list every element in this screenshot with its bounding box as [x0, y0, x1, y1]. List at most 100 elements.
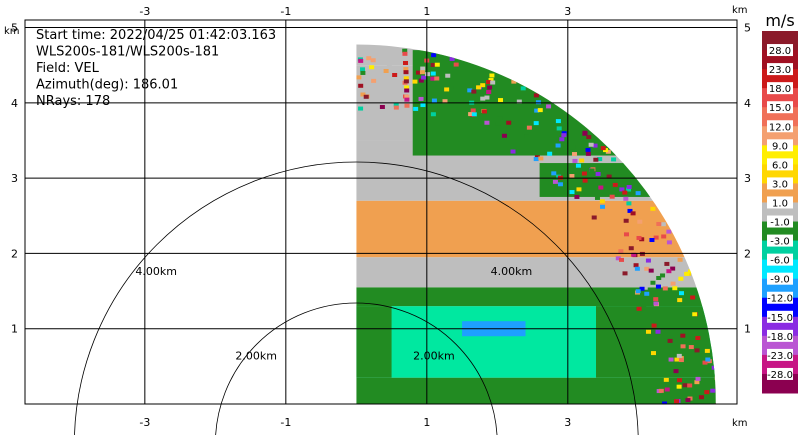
edge-cell — [582, 178, 588, 183]
edge-cell — [484, 120, 490, 125]
y-tick-label-left: 2 — [11, 247, 18, 260]
edge-cell — [676, 353, 682, 358]
colorbar-label: -1.0 — [770, 218, 790, 229]
edge-cell — [674, 399, 680, 404]
y-tick-label-left: 1 — [11, 323, 18, 336]
edge-cell — [404, 103, 410, 108]
edge-cell — [635, 191, 641, 196]
grid-layer — [25, 20, 737, 404]
edge-cell — [581, 171, 587, 176]
edge-cell — [363, 94, 369, 99]
x-tick-label-top: -3 — [139, 5, 150, 18]
edge-cell — [622, 190, 628, 195]
edge-cell — [645, 258, 651, 263]
edge-cell — [650, 280, 656, 285]
colorbar-label: 18.0 — [769, 84, 791, 95]
colorbar-label-bg — [767, 158, 793, 171]
colorbar-label-bg — [767, 44, 793, 57]
edge-cell — [606, 174, 612, 179]
edge-cell — [430, 71, 436, 76]
edge-cell — [623, 196, 629, 201]
edge-cell — [670, 281, 676, 286]
edge-cell — [555, 119, 561, 124]
edge-cell — [551, 171, 557, 176]
edge-cell — [486, 90, 492, 95]
edge-cell — [648, 268, 654, 273]
edge-cell — [597, 157, 603, 162]
edge-cell — [556, 126, 562, 131]
edge-cell — [437, 105, 443, 110]
edge-cell — [588, 142, 594, 147]
range-ring — [215, 302, 498, 439]
edge-cell — [656, 221, 662, 226]
velocity-band — [356, 44, 716, 66]
edge-cell — [660, 273, 666, 278]
edge-cell — [434, 62, 440, 67]
edge-cell — [420, 103, 426, 108]
edge-cell — [680, 344, 686, 349]
colorbar-label: 9.0 — [772, 141, 788, 152]
edge-cell — [487, 85, 493, 90]
edge-cell — [692, 312, 698, 317]
edge-cell — [403, 67, 409, 72]
edge-cell — [593, 157, 599, 162]
edge-cell — [510, 149, 516, 154]
edge-cell — [574, 194, 580, 199]
info-text: Start time: 2022/04/25 01:42:03.163 WLS20… — [36, 28, 276, 109]
colorbar-label-bg — [767, 310, 793, 323]
edge-cell — [622, 271, 628, 276]
colorbar-label-bg — [767, 63, 793, 76]
edge-cell — [595, 172, 601, 177]
edge-cell — [655, 284, 661, 289]
colorbar-label-bg — [767, 177, 793, 190]
colorbar-label-bg — [767, 215, 793, 228]
velocity-band — [356, 377, 716, 404]
edge-cell — [710, 388, 716, 393]
info-line: Start time: 2022/04/25 01:42:03.163 — [36, 28, 276, 43]
colorbar-label: -12.0 — [767, 294, 793, 305]
edge-cell — [714, 375, 716, 380]
velocity-band — [356, 200, 716, 258]
edge-cell — [569, 190, 575, 195]
colorbar-label: 1.0 — [772, 198, 788, 209]
x-tick-label-bottom: -3 — [139, 416, 150, 429]
edge-cell — [655, 329, 661, 334]
edge-cell — [470, 108, 476, 113]
colorbar-label: 12.0 — [769, 122, 791, 133]
edge-cell — [626, 201, 632, 206]
velocity-band — [356, 257, 716, 288]
edge-cell — [623, 232, 629, 237]
edge-cell — [662, 286, 668, 291]
edge-cell — [641, 305, 647, 310]
edge-cell — [630, 211, 636, 216]
range-ring-label: 4.00km — [491, 265, 533, 278]
edge-cell — [642, 285, 648, 290]
colorbar-label-bg — [767, 348, 793, 361]
edge-cell — [506, 120, 512, 125]
edge-cell — [600, 204, 606, 209]
edge-cell — [579, 158, 585, 163]
edge-cell — [705, 357, 711, 362]
edge-cell — [651, 323, 657, 328]
colorbar-label: -6.0 — [770, 256, 790, 267]
edge-cell — [600, 146, 606, 151]
edge-cell — [592, 143, 598, 148]
edge-cell — [678, 276, 684, 281]
edge-cell — [663, 377, 669, 382]
edge-cell — [546, 104, 552, 109]
edge-cell — [471, 89, 477, 94]
edge-cell — [453, 62, 459, 67]
edge-cell — [650, 206, 656, 211]
edge-cell — [711, 365, 716, 370]
edge-cell — [360, 70, 366, 75]
edge-cell — [430, 62, 436, 67]
edge-cell — [668, 357, 674, 362]
edge-cell — [576, 187, 582, 192]
edge-cell — [627, 208, 633, 213]
edge-cell — [589, 168, 595, 173]
edge-cell — [653, 235, 659, 240]
edge-cell — [662, 401, 668, 404]
colorbar-label-bg — [767, 329, 793, 342]
info-line: Azimuth(deg): 186.01 — [36, 78, 178, 93]
edge-cell — [695, 336, 701, 341]
